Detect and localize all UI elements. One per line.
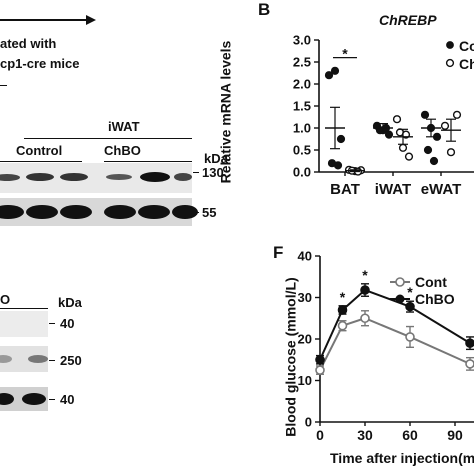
data-point xyxy=(360,285,370,295)
blot-strip-55 xyxy=(0,198,198,226)
group-bracket xyxy=(24,138,192,139)
legend-label-cont: Cont xyxy=(415,274,447,290)
data-point xyxy=(465,359,474,369)
data-point xyxy=(336,134,346,144)
data-point xyxy=(337,305,348,315)
legend-label-co: Co xyxy=(459,38,474,54)
y-tick-label: 3.0 xyxy=(293,33,311,48)
control-underline xyxy=(0,161,82,162)
kda-label-d: kDa xyxy=(58,295,82,310)
y-tick-label: 1.0 xyxy=(293,121,311,136)
significance-star: * xyxy=(407,284,413,300)
legend-label-ch: Ch xyxy=(459,56,474,72)
arrow-icon xyxy=(0,15,96,25)
x-tick-label: 30 xyxy=(357,427,373,443)
marker-40a: 40 xyxy=(60,316,75,331)
marker-250: 250 xyxy=(60,353,82,368)
data-point xyxy=(405,332,415,342)
legend-marker-co xyxy=(446,41,454,49)
legend-label-chbo: ChBO xyxy=(415,291,455,307)
data-point xyxy=(446,148,456,157)
data-point xyxy=(324,71,334,80)
y-tick-label: 0 xyxy=(305,415,312,430)
legend-marker-cont xyxy=(395,277,405,287)
data-point xyxy=(337,320,348,331)
panel-f-letter: F xyxy=(273,243,284,262)
panel-a-text-line2: cp1-cre mice xyxy=(0,56,80,71)
data-point xyxy=(440,121,450,130)
significance-star: * xyxy=(342,46,348,62)
y-tick-label: 2.0 xyxy=(293,77,311,92)
y-tick-label: 40 xyxy=(298,249,312,264)
panel-a-text-line1: ated with xyxy=(0,36,57,51)
blot-group-control: Control xyxy=(16,143,63,158)
data-point xyxy=(333,161,343,170)
y-tick-label: 2.5 xyxy=(293,55,311,70)
blot-group-chbo: ChBO xyxy=(104,143,141,158)
x-tick-label: eWAT xyxy=(421,181,462,198)
significance-star: * xyxy=(362,267,368,283)
data-point xyxy=(315,354,325,365)
panel-f-xlabel: Time after injection(m xyxy=(330,450,474,466)
marker-55: 55 xyxy=(202,205,217,220)
blot-strip-250 xyxy=(0,346,48,372)
significance-star: * xyxy=(340,289,346,305)
data-point xyxy=(315,365,325,375)
data-point xyxy=(465,338,474,348)
y-tick-label: 10 xyxy=(298,373,312,388)
y-tick-label: 0.0 xyxy=(293,165,311,180)
data-point xyxy=(423,145,433,155)
divider xyxy=(0,85,7,86)
blot-strip-40a xyxy=(0,311,48,337)
x-tick-label: 60 xyxy=(402,427,418,443)
y-tick-label: 1.5 xyxy=(293,99,311,114)
x-tick-label: iWAT xyxy=(375,181,411,198)
x-tick-label: BAT xyxy=(330,181,360,198)
kda-label: kDa xyxy=(204,151,228,166)
data-point xyxy=(405,301,415,312)
chbo-underline xyxy=(104,161,192,162)
legend-marker-chbo xyxy=(395,294,405,304)
group-underline xyxy=(0,308,48,309)
x-tick-label: 90 xyxy=(447,427,463,443)
blot-strip-40b xyxy=(0,387,48,411)
y-tick-label: 30 xyxy=(298,290,312,305)
panel-b-title: ChREBP xyxy=(379,12,437,28)
data-point xyxy=(330,66,340,75)
marker-130: 130 xyxy=(202,165,224,180)
data-point xyxy=(404,152,414,161)
panel-b-letter: B xyxy=(258,0,271,19)
blot-tissue-label: iWAT xyxy=(108,119,140,134)
data-point xyxy=(420,110,430,119)
marker-40b: 40 xyxy=(60,392,75,407)
blot-strip-130 xyxy=(0,163,192,193)
data-point xyxy=(360,313,370,324)
data-point xyxy=(392,115,402,124)
data-point xyxy=(429,156,439,166)
legend-marker-ch xyxy=(445,58,455,68)
y-tick-label: 20 xyxy=(298,332,312,347)
blot-group-fragment: O xyxy=(0,292,11,307)
y-tick-label: 0.5 xyxy=(293,143,311,158)
x-tick-label: 0 xyxy=(316,427,324,443)
data-point xyxy=(452,110,462,119)
